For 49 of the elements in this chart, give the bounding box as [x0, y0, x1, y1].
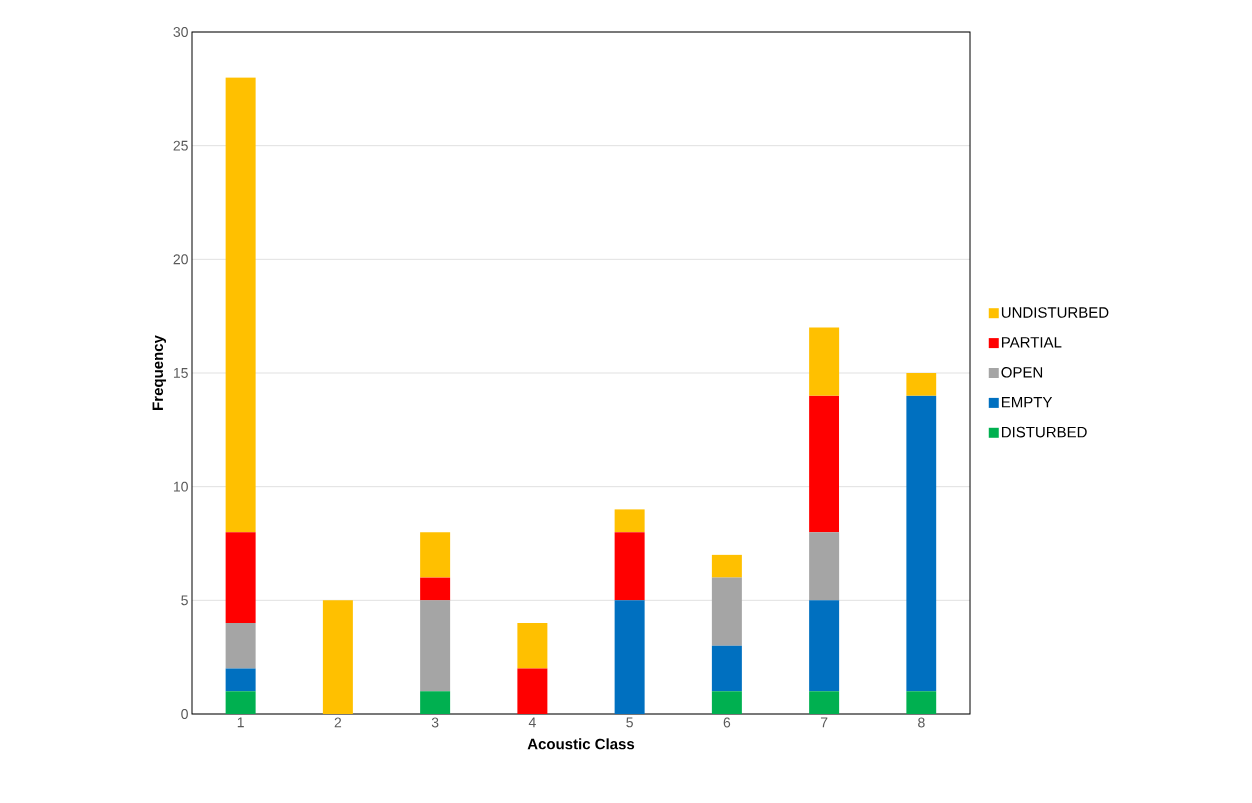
bar — [225, 691, 256, 714]
bar — [711, 691, 742, 714]
y-tick-label: 5 — [181, 595, 188, 606]
x-tick-label: 7 — [820, 717, 828, 728]
y-tick-label: 25 — [173, 140, 188, 151]
bar — [420, 577, 451, 601]
x-tick-label: 4 — [528, 717, 536, 728]
bar — [420, 600, 451, 692]
bar — [225, 77, 256, 533]
bar — [711, 577, 742, 646]
y-tick-label: 0 — [181, 709, 188, 719]
legend-label: OPEN — [1001, 367, 1043, 378]
bar — [906, 373, 937, 396]
x-tick-label: 1 — [237, 717, 244, 728]
bar — [809, 691, 840, 714]
bar — [225, 623, 256, 669]
legend-label: EMPTY — [1001, 396, 1053, 408]
bar — [614, 600, 645, 714]
legend-label: DISTURBED — [1001, 426, 1087, 438]
bar — [711, 645, 742, 692]
legend-label: PARTIAL — [1001, 337, 1062, 348]
bar — [517, 623, 548, 669]
bar — [809, 327, 840, 396]
x-tick-label: 2 — [334, 717, 342, 728]
bar — [809, 600, 840, 692]
bar — [906, 691, 937, 714]
bar — [809, 395, 840, 533]
bar — [711, 554, 742, 578]
bar — [225, 668, 256, 692]
bar — [420, 691, 451, 714]
x-tick-label: 5 — [626, 717, 633, 728]
bar — [420, 532, 451, 578]
bar — [614, 509, 645, 533]
bar — [322, 600, 353, 714]
legend-label: UNDISTURBED — [1001, 307, 1109, 318]
x-tick-label: 8 — [918, 717, 925, 728]
bar — [614, 532, 645, 601]
bar — [225, 532, 256, 624]
y-axis-title: Frequency — [152, 335, 167, 410]
y-tick-label: 10 — [173, 481, 188, 492]
bar — [906, 395, 937, 692]
bar — [517, 668, 548, 714]
bar — [809, 532, 840, 601]
x-tick-label: 6 — [723, 717, 731, 728]
y-tick-label: 15 — [173, 368, 188, 378]
x-tick-label: 3 — [431, 717, 439, 728]
x-axis-title: Acoustic Class — [527, 738, 635, 750]
y-tick-label: 20 — [173, 254, 188, 265]
y-tick-label: 30 — [173, 27, 188, 37]
